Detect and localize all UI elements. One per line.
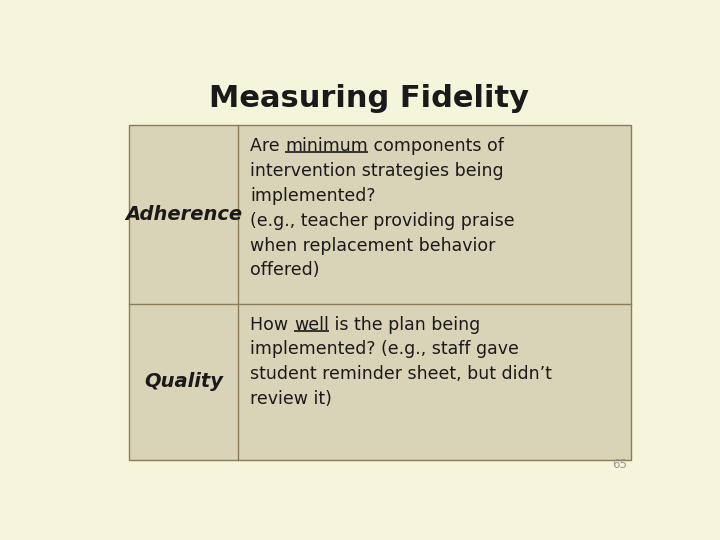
Text: review it): review it) — [250, 390, 332, 408]
Text: implemented? (e.g., staff gave: implemented? (e.g., staff gave — [250, 341, 519, 359]
Text: implemented?: implemented? — [250, 187, 376, 205]
Text: components of: components of — [368, 137, 504, 155]
Text: minimum: minimum — [285, 137, 368, 155]
Text: is the plan being: is the plan being — [328, 315, 480, 334]
Text: Measuring Fidelity: Measuring Fidelity — [209, 84, 529, 112]
Text: How: How — [250, 315, 294, 334]
Text: Quality: Quality — [144, 373, 223, 392]
Text: when replacement behavior: when replacement behavior — [250, 237, 495, 254]
Text: well: well — [294, 315, 328, 334]
Text: student reminder sheet, but didn’t: student reminder sheet, but didn’t — [250, 366, 552, 383]
Text: intervention strategies being: intervention strategies being — [250, 161, 504, 180]
Text: 65: 65 — [612, 458, 627, 471]
Text: (e.g., teacher providing praise: (e.g., teacher providing praise — [250, 212, 515, 230]
Text: Adherence: Adherence — [125, 205, 242, 224]
Text: Are: Are — [250, 137, 285, 155]
Text: offered): offered) — [250, 261, 320, 280]
Bar — [129, 125, 631, 460]
